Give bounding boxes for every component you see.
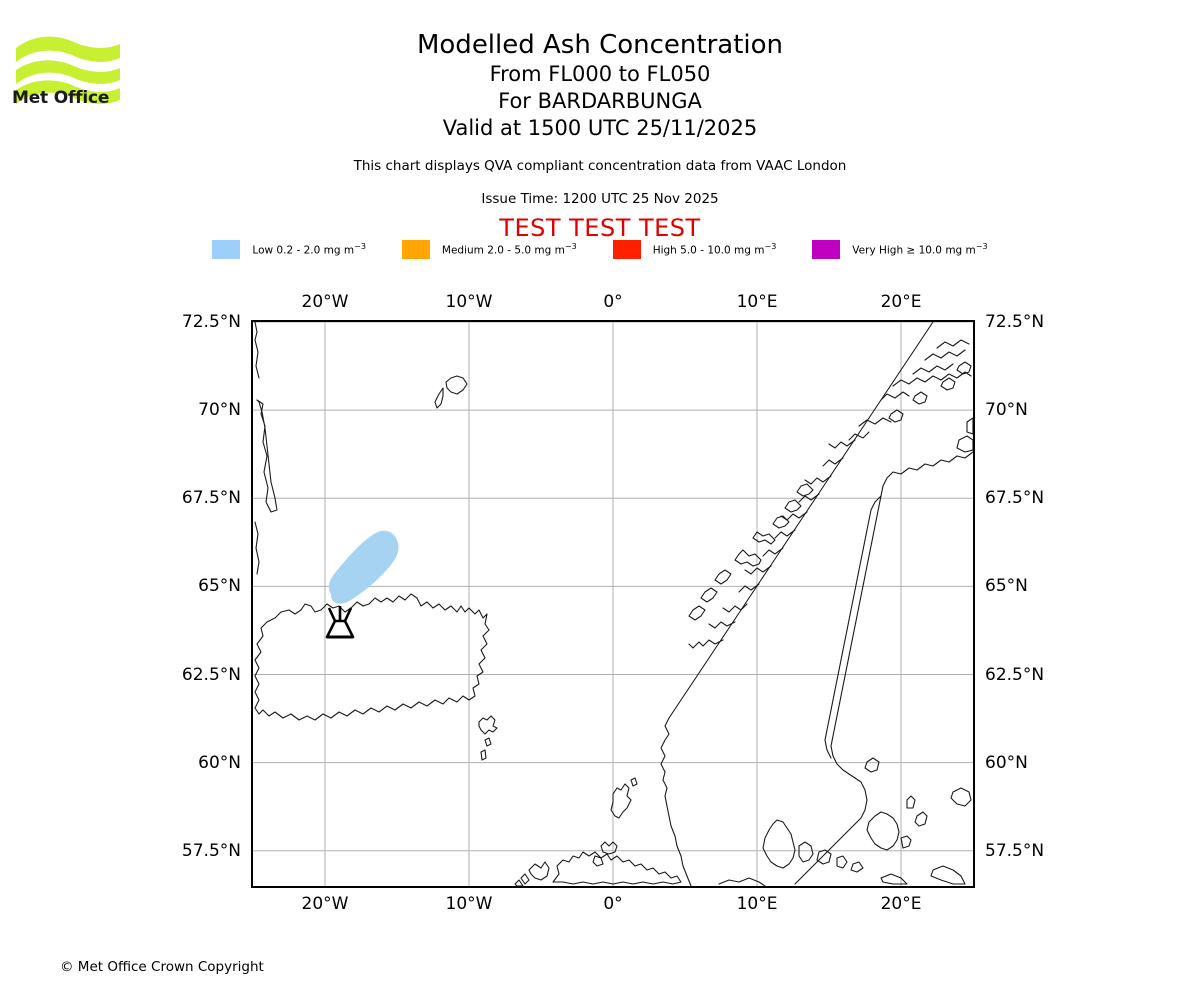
map-area: 20°W 20°W 10°W 10°W 0° 0° 10°E 10°E 20°E 20°E 72.5… xyxy=(182,292,1044,914)
legend-entry-2: High 5.0 - 10.0 mg m−3 xyxy=(612,240,813,259)
lat-tick-left-3: 65°N xyxy=(198,576,241,597)
lat-tick-right-1: 70°N xyxy=(985,400,1028,421)
volcano-subtitle: For BARDARBUNGA xyxy=(498,89,702,113)
valid-time-subtitle: Valid at 1500 UTC 25/11/2025 xyxy=(442,116,758,140)
lat-tick-right-5: 60°N xyxy=(985,752,1028,773)
copyright-text: © Met Office Crown Copyright xyxy=(60,959,264,975)
lon-tick-bot-2: 0° xyxy=(603,894,623,914)
issue-time: Issue Time: 1200 UTC 25 Nov 2025 xyxy=(481,191,719,207)
legend-label-3: Very High ≥ 10.0 mg m−3 xyxy=(852,242,988,257)
legend-label-0: Low 0.2 - 2.0 mg m−3 xyxy=(252,242,366,257)
lon-tick-bot-0: 20°W xyxy=(301,894,349,914)
lon-tick-bot-3: 10°E xyxy=(736,894,778,914)
flight-level-subtitle: From FL000 to FL050 xyxy=(489,62,711,86)
lat-tick-left-1: 70°N xyxy=(198,400,241,421)
lat-tick-left-6: 57.5°N xyxy=(181,840,241,861)
legend-entry-3: Very High ≥ 10.0 mg m−3 xyxy=(812,240,988,259)
qva-note: This chart displays QVA compliant concen… xyxy=(353,158,847,174)
lon-tick-bot-4: 20°E xyxy=(880,894,922,914)
lat-tick-right-4: 62.5°N xyxy=(985,664,1045,685)
lat-tick-right-3: 65°N xyxy=(985,576,1028,597)
lon-tick-bot-1: 10°W xyxy=(445,894,493,914)
title-block: Modelled Ash Concentration From FL000 to… xyxy=(0,0,1200,142)
map-gridlines xyxy=(253,322,973,886)
legend-entry-1: Medium 2.0 - 5.0 mg m−3 xyxy=(401,240,613,259)
lat-tick-right-6: 57.5°N xyxy=(985,840,1045,861)
legend-swatch-0 xyxy=(212,240,241,259)
map-frame[interactable] xyxy=(251,320,975,888)
lat-tick-left-2: 67.5°N xyxy=(181,488,241,509)
page-title: Modelled Ash Concentration xyxy=(416,30,784,60)
legend-swatch-3 xyxy=(812,240,841,259)
legend-label-1: Medium 2.0 - 5.0 mg m−3 xyxy=(441,242,577,257)
ash-plume-low xyxy=(328,530,399,604)
legend-swatch-1 xyxy=(401,240,430,259)
met-office-wordmark: Met Office xyxy=(12,88,110,108)
coastlines xyxy=(254,322,973,886)
lat-tick-left-5: 60°N xyxy=(198,752,241,773)
lon-tick-top-4: 20°E xyxy=(880,292,922,312)
lat-tick-right-0: 72.5°N xyxy=(985,312,1045,332)
lon-tick-top-2: 0° xyxy=(603,292,623,312)
met-office-logo xyxy=(14,26,124,116)
test-banner: TEST TEST TEST xyxy=(499,214,701,242)
lon-tick-top-0: 20°W xyxy=(301,292,349,312)
lat-tick-right-2: 67.5°N xyxy=(985,488,1045,509)
concentration-legend: Low 0.2 - 2.0 mg m−3 Medium 2.0 - 5.0 mg … xyxy=(0,240,1200,259)
lon-tick-top-1: 10°W xyxy=(445,292,493,312)
lon-tick-top-3: 10°E xyxy=(736,292,778,312)
lat-tick-left-4: 62.5°N xyxy=(181,664,241,685)
bardarbunga-volcano-marker xyxy=(325,606,355,639)
legend-entry-0: Low 0.2 - 2.0 mg m−3 xyxy=(212,240,401,259)
legend-label-2: High 5.0 - 10.0 mg m−3 xyxy=(652,242,777,257)
legend-swatch-2 xyxy=(612,240,641,259)
lat-tick-left-0: 72.5°N xyxy=(181,312,241,332)
